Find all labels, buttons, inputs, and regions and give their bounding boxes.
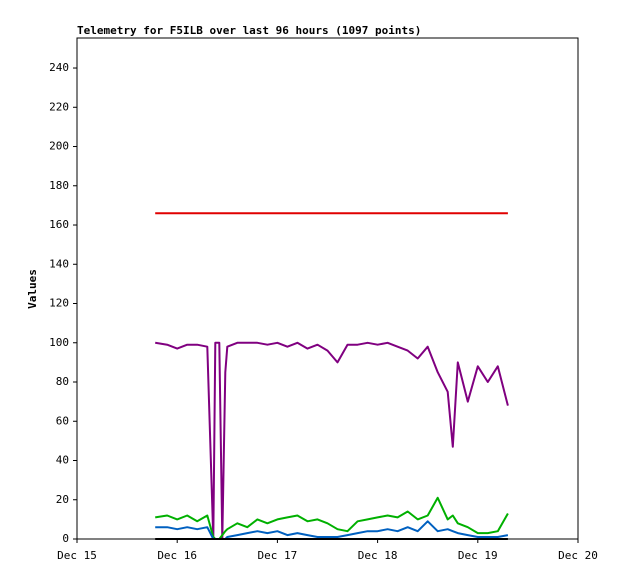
- y-tick-label: 100: [49, 336, 69, 349]
- y-tick-label: 240: [49, 61, 69, 74]
- y-tick-label: 160: [49, 218, 69, 231]
- y-tick-label: 180: [49, 179, 69, 192]
- x-tick-label: Dec 16: [157, 549, 197, 562]
- y-tick-label: 20: [56, 493, 69, 506]
- x-tick-label: Dec 18: [358, 549, 398, 562]
- x-tick-label: Dec 19: [458, 549, 498, 562]
- plot-frame: [76, 37, 579, 540]
- y-tick-label: 40: [56, 454, 69, 467]
- y-tick-label: 0: [62, 532, 69, 545]
- y-tick-label: 140: [49, 257, 69, 270]
- y-tick-label: 200: [49, 140, 69, 153]
- chart-title: Telemetry for F5ILB over last 96 hours (…: [77, 24, 421, 37]
- x-tick-label: Dec 15: [57, 549, 97, 562]
- y-tick-label: 120: [49, 297, 69, 310]
- y-axis-label: Values: [26, 269, 39, 309]
- y-tick-label: 60: [56, 414, 69, 427]
- y-tick-label: 220: [49, 100, 69, 113]
- series-line: [155, 341, 509, 540]
- x-tick-label: Dec 20: [558, 549, 598, 562]
- y-tick-label: 80: [56, 375, 69, 388]
- x-tick-label: Dec 17: [258, 549, 298, 562]
